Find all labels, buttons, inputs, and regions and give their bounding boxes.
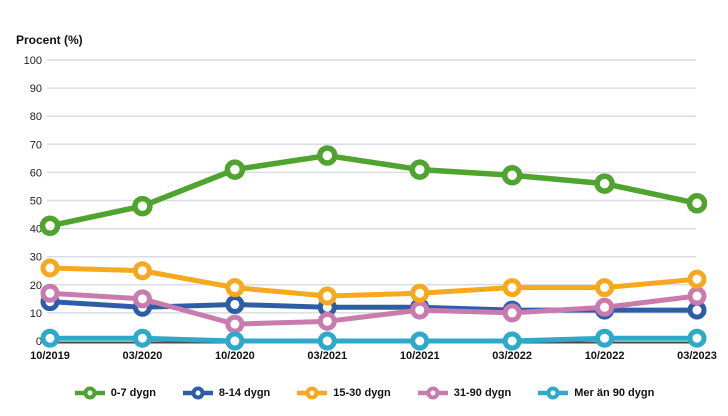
legend-item-3: 31-90 dygn (417, 386, 511, 400)
series-1-marker-2 (225, 294, 245, 314)
x-tick-label: 10/2021 (400, 350, 440, 362)
legend-marker-icon (417, 386, 448, 400)
x-tick-label: 03/2020 (123, 350, 163, 362)
series-line-0 (47, 152, 700, 229)
legend-label: Mer än 90 dygn (574, 387, 655, 399)
y-tick-label: 40 (30, 224, 42, 236)
series-line-4 (47, 335, 700, 344)
series-2-marker-6 (595, 278, 615, 298)
series-4-marker-7 (687, 328, 707, 348)
series-4-marker-6 (595, 328, 615, 348)
series-2-marker-4 (410, 283, 430, 303)
series-4-marker-4 (410, 331, 430, 351)
y-tick-label: 20 (30, 280, 42, 292)
series-3-marker-2 (225, 314, 245, 334)
y-tick-label: 50 (30, 196, 42, 208)
legend-label: 8-14 dygn (218, 387, 271, 399)
legend-label: 15-30 dygn (333, 387, 391, 399)
series-0-marker-0 (39, 215, 61, 237)
series-2-marker-2 (225, 278, 245, 298)
legend-marker-icon (182, 386, 213, 400)
x-tick-label: 10/2022 (585, 350, 625, 362)
legend-label: 0-7 dygn (110, 387, 156, 399)
legend-label: 31-90 dygn (453, 387, 512, 399)
y-tick-label: 30 (30, 252, 42, 264)
series-0-marker-1 (132, 195, 153, 217)
series-3-marker-6 (595, 297, 615, 317)
x-tick-label: 03/2022 (492, 350, 532, 362)
series-4-marker-1 (132, 328, 152, 348)
y-tick-label: 90 (30, 83, 42, 95)
series-line-2 (47, 265, 700, 299)
series-4-marker-3 (317, 331, 337, 351)
series-0-marker-5 (501, 164, 523, 186)
chart-legend: 0-7 dygn 8-14 dygn 15-30 dygn 31-90 dygn Mer… (0, 382, 728, 404)
series-3-marker-1 (132, 289, 152, 309)
y-tick-label: 10 (30, 308, 42, 320)
series-line-3 (47, 290, 700, 327)
legend-item-2: 15-30 dygn (296, 386, 391, 400)
series-3-marker-0 (40, 283, 60, 303)
series-0-marker-3 (317, 145, 338, 166)
legend-marker-icon (538, 386, 569, 400)
y-tick-label: 70 (30, 139, 42, 151)
legend-item-0: 0-7 dygn (74, 386, 156, 400)
legend-marker-icon (74, 386, 105, 400)
series-0-marker-6 (594, 173, 615, 194)
series-2-marker-1 (132, 261, 152, 281)
series-4-marker-5 (502, 331, 522, 351)
x-tick-label: 03/2023 (677, 350, 717, 362)
series-4-marker-0 (40, 328, 60, 348)
x-tick-label: 10/2019 (30, 350, 70, 362)
series-2-marker-3 (317, 286, 337, 306)
series-3-marker-3 (317, 311, 337, 331)
legend-item-4: Mer än 90 dygn (537, 386, 654, 400)
series-3-marker-4 (410, 300, 430, 320)
series-3-marker-7 (687, 286, 707, 306)
series-2-marker-0 (40, 258, 60, 278)
series-0-marker-2 (224, 159, 246, 180)
series-3-marker-5 (502, 303, 522, 323)
series-0-marker-4 (409, 159, 430, 180)
y-tick-label: 0 (36, 336, 42, 348)
series-0-marker-7 (686, 193, 708, 214)
y-tick-label: 80 (30, 111, 42, 123)
legend-item-1: 8-14 dygn (182, 386, 270, 400)
series-2-marker-5 (502, 278, 522, 298)
x-tick-label: 10/2020 (215, 350, 255, 362)
chart-title: Procent (%) (16, 33, 83, 47)
y-tick-label: 60 (30, 167, 42, 179)
y-tick-label: 100 (24, 55, 42, 67)
series-2-marker-7 (687, 269, 707, 289)
series-4-marker-2 (225, 331, 245, 351)
x-tick-label: 03/2021 (307, 350, 347, 362)
legend-marker-icon (297, 386, 328, 400)
